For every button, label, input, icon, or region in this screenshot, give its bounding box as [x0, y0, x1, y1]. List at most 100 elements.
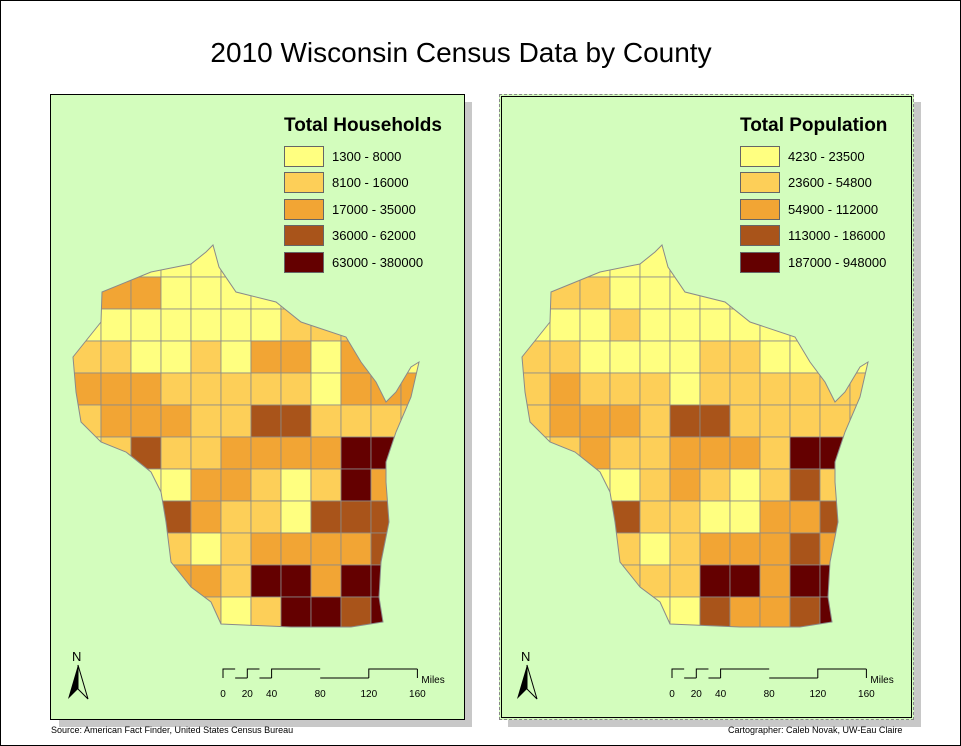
county — [250, 276, 282, 310]
county — [190, 564, 222, 598]
legend-label: 63000 - 380000 — [332, 254, 424, 270]
population-map-frame[interactable]: N 0 20 40 80 120 160 Miles Total Population 423… — [499, 94, 914, 720]
county — [250, 308, 282, 342]
cartographer-credit: Cartographer: Caleb Novak, UW-Eau Claire — [728, 725, 903, 735]
state-map: N 0 20 40 80 120 160 Miles — [68, 244, 445, 700]
scale-tick-label: 20 — [242, 689, 254, 700]
county — [100, 500, 132, 534]
scale-tick-label: 160 — [858, 689, 875, 700]
legend-item: 17000 - 35000 — [284, 196, 442, 223]
county — [190, 532, 222, 566]
state-outline — [72, 244, 420, 628]
legend-item: 4230 - 23500 — [740, 143, 887, 170]
county — [609, 532, 641, 566]
county — [669, 436, 701, 470]
county — [190, 468, 222, 502]
county — [340, 404, 372, 438]
county — [280, 468, 312, 502]
county — [729, 436, 761, 470]
county — [669, 596, 701, 627]
county — [549, 340, 581, 374]
county — [73, 245, 102, 278]
county — [160, 245, 192, 278]
county — [789, 372, 821, 406]
county — [729, 468, 761, 502]
county — [100, 340, 132, 374]
county — [549, 372, 581, 406]
county — [849, 596, 868, 627]
county — [310, 372, 342, 406]
county — [849, 468, 868, 502]
county — [669, 468, 701, 502]
county — [759, 500, 791, 534]
county — [340, 596, 372, 627]
county — [190, 404, 222, 438]
county — [819, 372, 851, 406]
county — [549, 404, 581, 438]
county — [130, 564, 162, 598]
county — [250, 372, 282, 406]
county — [729, 404, 761, 438]
county — [699, 532, 731, 566]
county — [400, 436, 419, 470]
county — [579, 276, 611, 310]
county — [250, 436, 282, 470]
county — [789, 276, 821, 310]
county — [699, 564, 731, 598]
county — [522, 245, 551, 278]
legend-label: 4230 - 23500 — [788, 148, 865, 164]
county — [522, 308, 551, 342]
county — [699, 596, 731, 627]
county — [549, 245, 581, 278]
county — [789, 532, 821, 566]
county — [160, 308, 192, 342]
county — [729, 340, 761, 374]
county — [819, 500, 851, 534]
county — [100, 308, 132, 342]
scale-unit: Miles — [870, 675, 893, 686]
legend: Total Population 4230 - 23500 23600 - 54… — [740, 115, 887, 276]
county — [190, 276, 222, 310]
county — [370, 564, 402, 598]
legend-swatch — [284, 172, 324, 194]
legend-title: Total Households — [284, 115, 442, 136]
households-map-frame[interactable]: N 0 20 40 80 120 160 Miles Total Households 130… — [50, 94, 465, 720]
scale-tick-label: 0 — [669, 689, 675, 700]
county — [340, 468, 372, 502]
county — [130, 468, 162, 502]
legend-swatch — [284, 145, 324, 167]
county — [340, 532, 372, 566]
county — [522, 564, 551, 598]
scale-bar: 0 20 40 80 120 160 Miles — [220, 668, 445, 700]
county — [609, 436, 641, 470]
county — [639, 276, 671, 310]
county — [849, 564, 868, 598]
county — [699, 308, 731, 342]
county — [549, 564, 581, 598]
county — [190, 500, 222, 534]
county — [310, 500, 342, 534]
county — [609, 372, 641, 406]
scale-tick-label: 20 — [691, 689, 703, 700]
legend-title: Total Population — [740, 115, 888, 136]
county — [220, 308, 252, 342]
county — [699, 245, 731, 278]
county — [789, 340, 821, 374]
county — [400, 372, 419, 406]
page-title: 2010 Wisconsin Census Data by County — [210, 37, 712, 68]
county — [759, 532, 791, 566]
county — [73, 532, 102, 566]
county — [729, 500, 761, 534]
county — [220, 532, 252, 566]
county — [849, 372, 868, 406]
county — [579, 500, 611, 534]
scale-bar: 0 20 40 80 120 160 Miles — [669, 668, 894, 700]
county — [100, 468, 132, 502]
county — [639, 532, 671, 566]
county — [609, 468, 641, 502]
county — [579, 372, 611, 406]
county — [400, 532, 419, 566]
legend-item: 8100 - 16000 — [284, 170, 442, 197]
county — [130, 372, 162, 406]
county — [280, 372, 312, 406]
